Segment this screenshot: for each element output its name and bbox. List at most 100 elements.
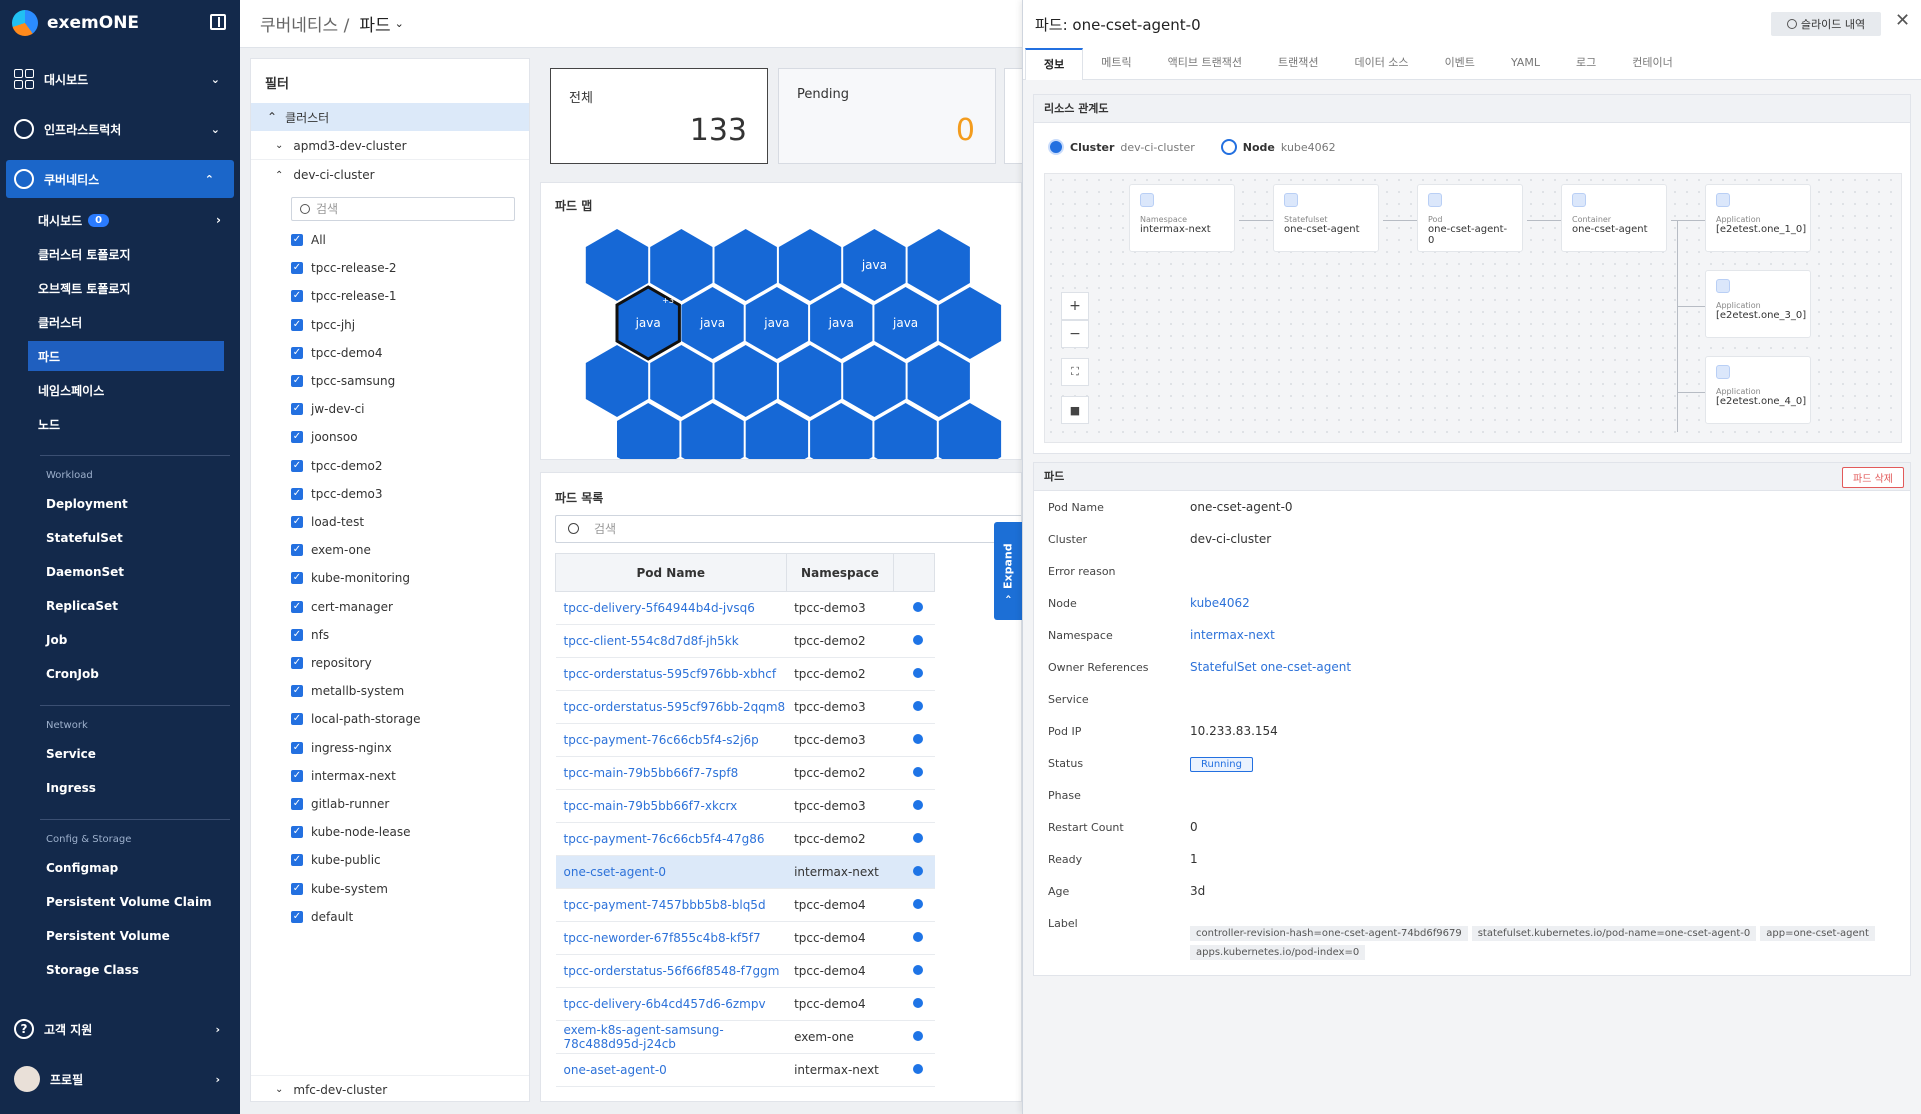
pod-hex[interactable]: [650, 229, 713, 301]
nav-infrastructure[interactable]: 인프라스트럭처 ⌄: [0, 110, 240, 148]
table-row[interactable]: tpcc-client-554c8d7d8f-jh5kk tpcc-demo2: [555, 624, 935, 658]
nav-job[interactable]: Job: [46, 633, 68, 647]
topology-node[interactable]: Container one-cset-agent: [1561, 184, 1667, 252]
pod-hex-shape[interactable]: [681, 403, 744, 460]
pod-hex[interactable]: [938, 403, 1002, 460]
namespace-checkbox[interactable]: All: [291, 229, 326, 251]
pod-hex-shape[interactable]: [585, 345, 649, 417]
tab-2[interactable]: 액티브 트랜잭션: [1167, 56, 1242, 69]
namespace-checkbox[interactable]: load-test: [291, 511, 364, 533]
nav-support[interactable]: ? 고객 지원 ›: [0, 1010, 240, 1048]
tab-3[interactable]: 트랜잭션: [1277, 56, 1319, 69]
namespace-checkbox[interactable]: tpcc-release-2: [291, 257, 397, 279]
pod-hex[interactable]: [938, 287, 1002, 359]
table-row[interactable]: tpcc-payment-76c66cb5f4-s2j6p tpcc-demo3: [555, 723, 935, 757]
pod-name-link[interactable]: one-aset-agent-0: [555, 1053, 787, 1087]
topology-node[interactable]: Application [e2etest.one_3_0]: [1705, 270, 1811, 338]
namespace-checkbox[interactable]: default: [291, 906, 353, 928]
col-pod-name[interactable]: Pod Name: [555, 553, 787, 592]
tree-root[interactable]: ⌃ 클러스터: [251, 103, 529, 131]
namespace-checkbox[interactable]: gitlab-runner: [291, 793, 389, 815]
topology-node[interactable]: Application [e2etest.one_4_0]: [1705, 356, 1811, 424]
summary-card-total[interactable]: 전체 133: [550, 68, 768, 164]
pod-name-link[interactable]: tpcc-main-79b5bb66f7-7spf8: [555, 756, 787, 790]
table-row[interactable]: tpcc-main-79b5bb66f7-xkcrx tpcc-demo3: [555, 789, 935, 823]
pod-hex-shape[interactable]: [874, 403, 937, 460]
pod-hex[interactable]: [907, 229, 970, 301]
sub-namespace[interactable]: 네임스페이스: [38, 383, 105, 398]
pod-name-link[interactable]: tpcc-payment-76c66cb5f4-47g86: [555, 822, 787, 856]
pod-hex-shape[interactable]: [810, 403, 873, 460]
namespace-checkbox[interactable]: tpcc-jhj: [291, 314, 355, 336]
topology-canvas[interactable]: Namespace intermax-next Statefulset one-cse…: [1044, 173, 1902, 443]
tree-cluster[interactable]: ⌃ dev-ci-cluster: [251, 161, 529, 189]
nav-pvc[interactable]: Persistent Volume Claim: [46, 895, 212, 909]
pod-hex-shape[interactable]: [938, 403, 1002, 460]
pod-name-link[interactable]: tpcc-client-554c8d7d8f-jh5kk: [555, 624, 787, 658]
table-row[interactable]: tpcc-delivery-6b4cd457d6-6zmpv tpcc-demo4: [555, 987, 935, 1021]
tab-8[interactable]: 컨테이너: [1632, 56, 1673, 69]
pod-hex[interactable]: [650, 345, 713, 417]
pod-name-link[interactable]: tpcc-delivery-5f64944b4d-jvsq6: [555, 591, 787, 625]
pod-hex[interactable]: [874, 403, 937, 460]
pod-hex[interactable]: java: [745, 287, 809, 359]
pod-map-hexgrid[interactable]: java java +3 java java java java: [541, 183, 1022, 460]
nav-replicaset[interactable]: ReplicaSet: [46, 599, 118, 613]
pod-hex[interactable]: [745, 403, 809, 460]
table-row[interactable]: tpcc-payment-7457bbb5b8-blq5d tpcc-demo4: [555, 888, 935, 922]
topology-node[interactable]: Namespace intermax-next: [1129, 184, 1235, 252]
fit-view-icon[interactable]: ⛶: [1061, 358, 1089, 386]
table-row[interactable]: one-aset-agent-0 intermax-next: [555, 1053, 935, 1087]
tree-cluster[interactable]: ⌄ mfc-dev-cluster: [251, 1075, 529, 1103]
pod-hex[interactable]: [585, 229, 649, 301]
pod-hex-shape[interactable]: [778, 229, 842, 301]
pod-search-input[interactable]: 검색: [555, 515, 1021, 543]
pod-hex-shape[interactable]: [681, 287, 744, 359]
pod-hex-shape[interactable]: [585, 229, 649, 301]
nav-storage-class[interactable]: Storage Class: [46, 963, 139, 977]
pod-hex-shape[interactable]: [650, 345, 713, 417]
sub-node[interactable]: 노드: [38, 417, 61, 432]
nav-ingress[interactable]: Ingress: [46, 781, 96, 795]
table-row[interactable]: tpcc-neworder-67f855c4b8-kf5f7 tpcc-demo4: [555, 921, 935, 955]
pod-name-link[interactable]: one-cset-agent-0: [555, 855, 787, 889]
topology-node[interactable]: Statefulset one-cset-agent: [1273, 184, 1379, 252]
tree-cluster[interactable]: ⌄ apmd3-dev-cluster: [251, 132, 529, 160]
pod-hex[interactable]: [810, 403, 873, 460]
table-row[interactable]: tpcc-orderstatus-56f66f8548-f7ggm tpcc-de…: [555, 954, 935, 988]
nav-cronjob[interactable]: CronJob: [46, 667, 99, 681]
pod-hex-shape[interactable]: [778, 345, 842, 417]
pod-hex-shape[interactable]: [745, 403, 809, 460]
chevron-down-icon[interactable]: ⌄: [394, 17, 404, 30]
pod-hex-shape[interactable]: [907, 345, 970, 417]
tab-4[interactable]: 데이터 소스: [1354, 56, 1409, 69]
nav-statefulset[interactable]: StatefulSet: [46, 531, 123, 545]
namespace-checkbox[interactable]: tpcc-demo2: [291, 455, 383, 477]
namespace-checkbox[interactable]: exem-one: [291, 539, 371, 561]
nav-deployment[interactable]: Deployment: [46, 497, 128, 511]
sub-cluster[interactable]: 클러스터: [38, 315, 83, 330]
pod-name-link[interactable]: tpcc-delivery-6b4cd457d6-6zmpv: [555, 987, 787, 1021]
pod-hex[interactable]: [778, 229, 842, 301]
pod-hex-shape[interactable]: [938, 287, 1002, 359]
namespace-search-input[interactable]: 검색: [291, 197, 515, 221]
field-value[interactable]: intermax-next: [1190, 628, 1275, 642]
delete-pod-button[interactable]: 파드 삭제: [1842, 467, 1904, 488]
namespace-checkbox[interactable]: nfs: [291, 624, 329, 646]
field-value[interactable]: kube4062: [1190, 596, 1250, 610]
pod-hex-shape[interactable]: [843, 345, 906, 417]
sub-pod[interactable]: 파드: [28, 341, 224, 371]
namespace-checkbox[interactable]: metallb-system: [291, 680, 404, 702]
pod-hex[interactable]: java: [681, 287, 744, 359]
namespace-checkbox[interactable]: tpcc-demo4: [291, 342, 383, 364]
pod-hex[interactable]: [714, 345, 777, 417]
breadcrumb-parent[interactable]: 쿠버네티스 /: [260, 16, 350, 36]
zoom-out-button[interactable]: −: [1061, 320, 1089, 348]
pod-name-link[interactable]: tpcc-orderstatus-595cf976bb-xbhcf: [555, 657, 787, 691]
namespace-checkbox[interactable]: kube-monitoring: [291, 567, 410, 589]
pod-hex[interactable]: [907, 345, 970, 417]
tab-7[interactable]: 로그: [1575, 56, 1597, 69]
nav-kubernetes[interactable]: 쿠버네티스 ⌃: [6, 160, 234, 198]
table-row[interactable]: tpcc-orderstatus-595cf976bb-xbhcf tpcc-de…: [555, 657, 935, 691]
pod-hex[interactable]: [843, 345, 906, 417]
